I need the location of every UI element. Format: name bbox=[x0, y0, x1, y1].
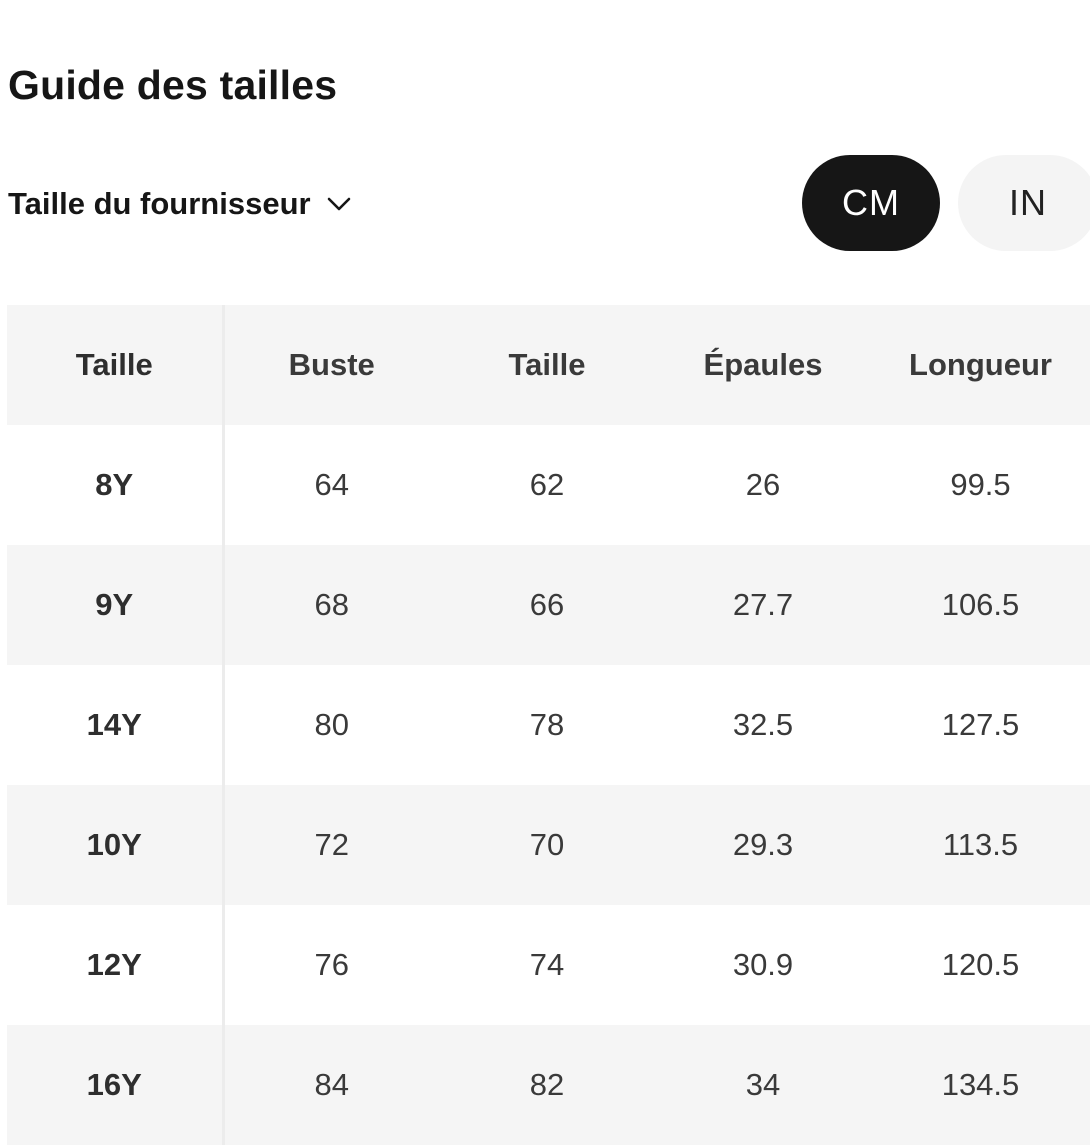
chevron-down-icon bbox=[327, 196, 351, 217]
waist-cell: 74 bbox=[439, 905, 655, 1025]
size-cell: 14Y bbox=[7, 665, 225, 785]
header-waist: Taille bbox=[439, 305, 655, 425]
bust-cell: 76 bbox=[223, 905, 439, 1025]
bust-cell: 80 bbox=[223, 665, 439, 785]
bust-cell: 68 bbox=[223, 545, 439, 665]
unit-toggle: CM IN bbox=[802, 155, 1090, 251]
table-header-row: Taille Buste Taille Épaules Longueur bbox=[7, 305, 1090, 425]
length-cell: 113.5 bbox=[871, 785, 1090, 905]
size-table: Taille Buste Taille Épaules Longueur 8Y … bbox=[7, 305, 1090, 1145]
bust-cell: 72 bbox=[223, 785, 439, 905]
waist-cell: 82 bbox=[439, 1025, 655, 1145]
waist-cell: 78 bbox=[439, 665, 655, 785]
table-row: 12Y 76 74 30.9 120.5 bbox=[7, 905, 1090, 1025]
shoulders-cell: 27.7 bbox=[655, 545, 871, 665]
size-cell: 9Y bbox=[7, 545, 225, 665]
size-cell: 16Y bbox=[7, 1025, 225, 1145]
size-cell: 12Y bbox=[7, 905, 225, 1025]
size-cell: 8Y bbox=[7, 425, 225, 545]
table-row: 9Y 68 66 27.7 106.5 bbox=[7, 545, 1090, 665]
length-cell: 106.5 bbox=[871, 545, 1090, 665]
length-cell: 134.5 bbox=[871, 1025, 1090, 1145]
bust-cell: 64 bbox=[223, 425, 439, 545]
shoulders-cell: 29.3 bbox=[655, 785, 871, 905]
table-row: 16Y 84 82 34 134.5 bbox=[7, 1025, 1090, 1145]
table-row: 14Y 80 78 32.5 127.5 bbox=[7, 665, 1090, 785]
waist-cell: 70 bbox=[439, 785, 655, 905]
page-title: Guide des tailles bbox=[8, 62, 338, 108]
length-cell: 127.5 bbox=[871, 665, 1090, 785]
shoulders-cell: 26 bbox=[655, 425, 871, 545]
supplier-size-dropdown[interactable]: Taille du fournisseur bbox=[8, 180, 351, 228]
bust-cell: 84 bbox=[223, 1025, 439, 1145]
supplier-size-label: Taille du fournisseur bbox=[8, 186, 311, 221]
unit-in-button[interactable]: IN bbox=[958, 155, 1090, 251]
header-bust: Buste bbox=[223, 305, 439, 425]
shoulders-cell: 34 bbox=[655, 1025, 871, 1145]
size-cell: 10Y bbox=[7, 785, 225, 905]
table-row: 8Y 64 62 26 99.5 bbox=[7, 425, 1090, 545]
length-cell: 99.5 bbox=[871, 425, 1090, 545]
shoulders-cell: 30.9 bbox=[655, 905, 871, 1025]
header-length: Longueur bbox=[871, 305, 1090, 425]
waist-cell: 66 bbox=[439, 545, 655, 665]
header-size: Taille bbox=[7, 305, 225, 425]
shoulders-cell: 32.5 bbox=[655, 665, 871, 785]
unit-cm-button[interactable]: CM bbox=[802, 155, 940, 251]
length-cell: 120.5 bbox=[871, 905, 1090, 1025]
waist-cell: 62 bbox=[439, 425, 655, 545]
table-row: 10Y 72 70 29.3 113.5 bbox=[7, 785, 1090, 905]
header-shoulders: Épaules bbox=[655, 305, 871, 425]
